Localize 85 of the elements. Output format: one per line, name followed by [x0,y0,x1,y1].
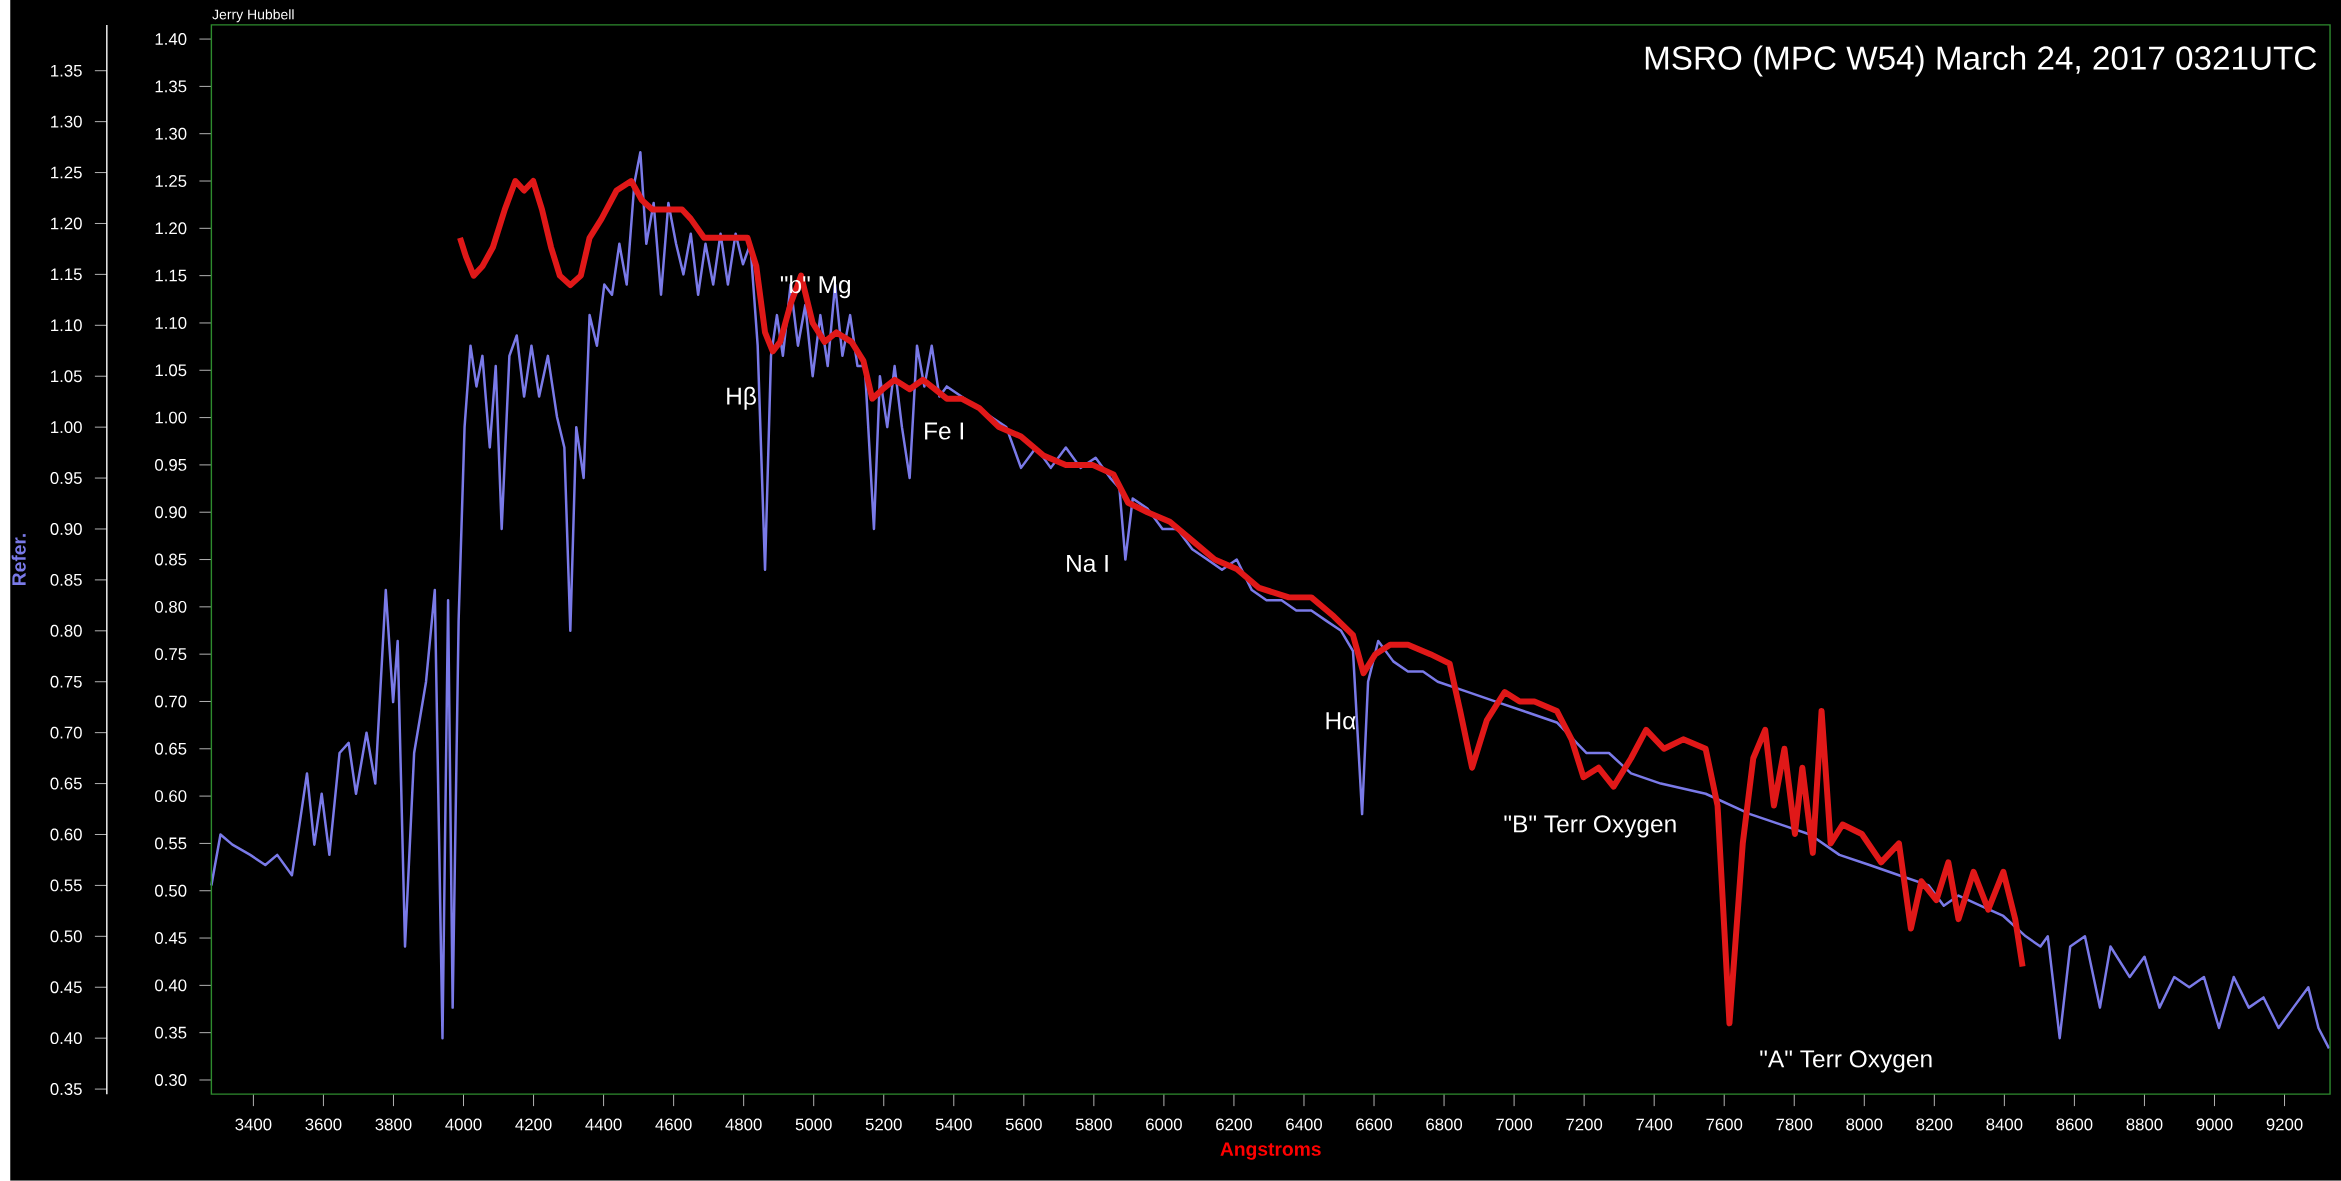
y2-tick-label: 0.85 [50,574,82,586]
y-tick-label: 1.40 [155,33,187,46]
annotation: Fe I [925,422,963,440]
x-tick-label: 4400 [585,1118,622,1131]
y2-tick-label: 0.75 [50,675,82,688]
y2-tick-label: 1.30 [51,115,82,128]
annotation: "B" Terr Oxygen [1504,815,1676,838]
x-tick-label: 6600 [1356,1118,1393,1131]
annotation: Hα [1326,712,1356,730]
annotation: Hβ [727,386,756,410]
x-tick-label: 6800 [1426,1118,1463,1131]
y-tick-label: 1.20 [155,222,187,235]
y-tick-label: 0.60 [155,790,187,803]
x-tick-label: 7000 [1496,1118,1533,1131]
x-tick-label: 8000 [1846,1118,1883,1131]
y2-tick-label: 1.25 [51,166,82,179]
x-tick-label: 8600 [2056,1118,2093,1131]
y2-tick-label: 0.55 [50,879,82,892]
annotation: Na I [1067,555,1108,573]
y2-tick-label: 0.60 [50,828,82,841]
annotation: "A" Terr Oxygen [1760,1050,1932,1073]
x-tick-label: 8400 [1986,1118,2023,1131]
x-tick-label: 7800 [1776,1118,1813,1131]
x-tick-label: 7600 [1706,1118,1743,1131]
y-tick-label: 0.50 [155,884,187,897]
y2-tick-label: 1.00 [51,421,82,434]
y2-tick-label: 1.35 [51,64,82,77]
x-tick-label: 6200 [1216,1118,1252,1131]
y2-tick-label: 0.90 [50,523,82,536]
x-tick-label: 9200 [2266,1118,2303,1131]
x-tick-label: 5800 [1075,1118,1112,1131]
y-tick-label: 1.35 [155,80,187,93]
x-tick-label: 8800 [2126,1118,2163,1131]
x-tick-label: 4600 [655,1118,692,1131]
y-tick-label: 1.25 [155,175,187,188]
x-tick-label: 4000 [445,1118,482,1131]
y2-tick-label: 1.10 [51,319,82,332]
x-axis-title: Angstroms [1220,1142,1321,1160]
y-tick-label: 0.30 [155,1074,187,1087]
y2-tick-label: 1.05 [51,370,82,383]
y-tick-label: 0.40 [155,979,187,992]
x-tick-label: 5600 [1005,1118,1042,1131]
x-tick-label: 8200 [1916,1118,1953,1131]
y-tick-label: 0.45 [155,932,187,945]
x-tick-label: 5400 [935,1118,972,1131]
y-tick-label: 0.90 [155,506,187,519]
x-tick-label: 9000 [2196,1118,2233,1131]
y-tick-label: 0.65 [155,742,187,755]
x-tick-label: 5200 [865,1118,902,1131]
y2-tick-label: 1.15 [51,268,82,281]
x-tick-label: 6400 [1286,1118,1322,1131]
y-tick-label: 1.10 [155,317,187,329]
y-tick-label: 0.70 [155,695,187,708]
y2-tick-label: 1.20 [51,217,82,230]
x-tick-label: 7400 [1636,1118,1673,1131]
x-tick-label: 7200 [1566,1118,1603,1131]
y-tick-label: 1.00 [155,411,187,424]
y2-tick-label: 0.80 [50,624,82,637]
text: Jerry Hubbell [212,9,294,23]
y2-axis-title: Refer. [11,534,26,586]
x-tick-label: 3400 [235,1118,272,1131]
y2-tick-label: 0.45 [50,981,82,994]
y-tick-label: 1.15 [155,269,187,282]
y-tick-label: 0.95 [155,459,187,471]
x-tick-label: 5000 [795,1118,832,1131]
y-tick-label: 0.35 [155,1026,187,1039]
y-tick-label: 1.30 [155,127,187,140]
x-tick-label: 4800 [725,1118,762,1131]
y-tick-label: 0.85 [155,553,187,566]
x-tick-label: 4200 [515,1118,552,1131]
y2-tick-label: 0.50 [50,930,82,943]
y-tick-label: 1.05 [155,364,187,377]
y2-tick-label: 0.35 [50,1083,82,1096]
y2-tick-label: 0.65 [50,777,82,790]
x-tick-label: 3800 [375,1118,412,1131]
y2-tick-label: 0.95 [50,472,82,485]
y-tick-label: 0.55 [155,837,187,850]
y-tick-label: 0.75 [155,648,187,661]
x-tick-label: 6000 [1146,1118,1182,1131]
y-tick-label: 0.80 [155,600,187,613]
y2-tick-label: 0.40 [50,1032,82,1045]
y2-tick-label: 0.70 [50,726,82,739]
line-series [210,151,2331,1050]
annotation: MSRO (MPC W54) March 24, 2017 0321UTC [1645,45,2317,77]
x-tick-label: 3600 [305,1118,342,1131]
